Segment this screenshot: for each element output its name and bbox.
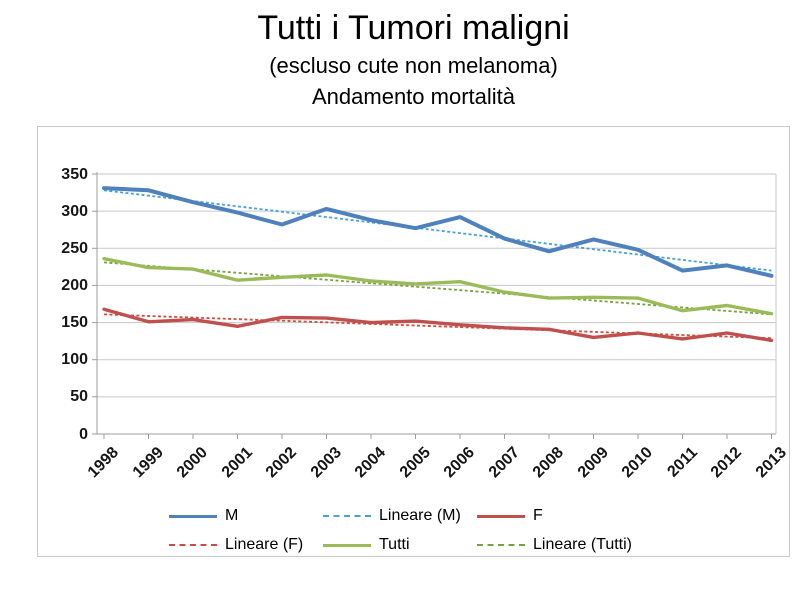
slide-title: Tutti i Tumori maligni (escluso cute non… [37,6,790,112]
y-axis-label: 300 [61,202,88,220]
legend-label-f: F [533,507,543,524]
legend-item-lineare-f: Lineare (F) [169,535,303,555]
legend-label-tutti: Tutti [379,536,410,553]
legend-item-m: M [169,506,238,526]
legend-label-lineare-m: Lineare (M) [379,507,461,524]
legend-swatch-lineare-f [169,544,217,546]
y-axis-label: 150 [61,314,88,332]
y-axis-label: 50 [70,388,88,406]
legend-item-f: F [477,506,543,526]
legend-item-tutti: Tutti [323,535,410,555]
legend-item-lineare-m: Lineare (M) [323,506,461,526]
title-subtitle2: Andamento mortalità [312,84,515,109]
legend-swatch-f [477,514,525,518]
chart-frame: 0 50 100 150 200 250 300 350 1998 1999 2000 2001 200… [37,126,790,557]
plot-area [92,172,777,439]
y-axis-label: 0 [79,425,88,443]
y-axis-label: 200 [61,276,88,294]
series-line-m [102,186,774,278]
trendline-lineare-f [103,313,772,340]
title-main: Tutti i Tumori maligni [257,9,570,47]
legend-label-lineare-tutti: Lineare (Tutti) [533,536,632,553]
legend-swatch-tutti [323,543,371,547]
y-axis-label: 250 [61,239,88,257]
legend-swatch-lineare-m [323,515,371,517]
legend-label-m: M [225,507,239,524]
title-subtitle: (escluso cute non melanoma) [269,53,558,78]
legend-swatch-lineare-tutti [477,544,525,546]
y-axis-label: 100 [61,351,88,369]
y-axis-label: 350 [61,165,88,183]
legend-swatch-m [169,514,217,518]
series-line-f [102,307,774,343]
legend-label-lineare-f: Lineare (F) [225,536,304,553]
trendline-lineare-m [103,189,772,272]
series-line-tutti [102,256,774,316]
legend-item-lineare-tutti: Lineare (Tutti) [477,535,632,555]
